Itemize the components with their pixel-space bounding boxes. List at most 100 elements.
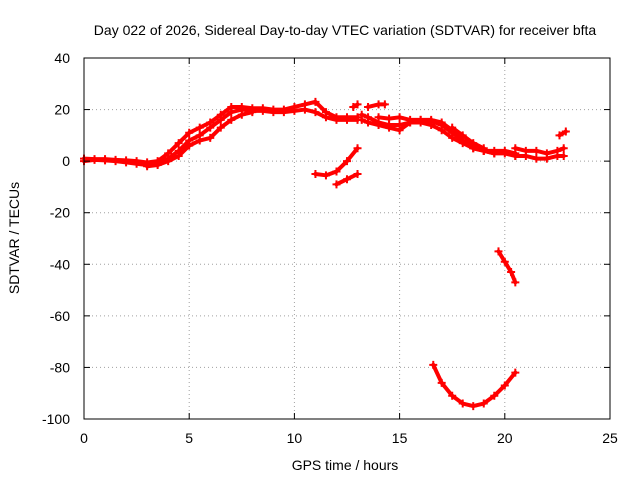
data-marks — [80, 97, 570, 411]
data-point — [448, 123, 457, 132]
series-negative-segment-1 — [494, 247, 520, 287]
data-point — [321, 108, 330, 117]
data-point — [332, 113, 341, 122]
y-tick-label: 0 — [62, 153, 70, 169]
data-point — [479, 144, 488, 153]
data-point — [429, 360, 438, 369]
x-tick-label: 5 — [185, 430, 193, 446]
series-main-band-b — [80, 97, 362, 167]
data-point — [216, 110, 225, 119]
data-point — [374, 113, 383, 122]
data-point — [258, 104, 267, 113]
data-point — [406, 115, 415, 124]
data-point — [227, 115, 236, 124]
series-dip-segment-1 — [311, 144, 362, 180]
data-point — [395, 113, 404, 122]
data-point — [437, 378, 446, 387]
data-point — [237, 102, 246, 111]
data-point — [164, 149, 173, 158]
data-point — [353, 170, 362, 179]
data-point — [511, 144, 520, 153]
data-point — [311, 108, 320, 117]
data-point — [185, 128, 194, 137]
data-point — [458, 399, 467, 408]
axis-ticks: 0 5 10 15 20 25 40 20 0 -20 -40 -60 -80 -100 — [42, 50, 618, 446]
series-late-segment-3 — [511, 151, 568, 163]
series-late-segment-4 — [555, 127, 570, 140]
data-point — [349, 102, 358, 111]
data-point — [416, 115, 425, 124]
data-point — [511, 368, 520, 377]
series-arc-segment-1 — [364, 100, 389, 111]
series-main-band-c — [143, 108, 257, 171]
y-tick-label: -100 — [42, 411, 70, 427]
data-point — [559, 144, 568, 153]
data-point — [385, 123, 394, 132]
y-tick-label: 20 — [54, 102, 70, 118]
data-point — [269, 105, 278, 114]
data-point — [521, 151, 530, 160]
data-point — [511, 278, 520, 287]
data-point — [561, 127, 570, 136]
data-point — [216, 123, 225, 132]
data-point — [490, 149, 499, 158]
data-point — [237, 110, 246, 119]
data-point — [174, 139, 183, 148]
data-point — [448, 391, 457, 400]
data-point — [122, 156, 131, 165]
y-tick-label: -60 — [50, 308, 70, 324]
y-tick-label: -20 — [50, 205, 70, 221]
series-dip-segment-2 — [332, 170, 362, 189]
data-point — [479, 399, 488, 408]
data-point — [248, 108, 257, 117]
series-line — [450, 125, 486, 151]
data-point — [132, 157, 141, 166]
data-point — [437, 121, 446, 130]
x-tick-label: 15 — [392, 430, 408, 446]
data-point — [174, 151, 183, 160]
data-point — [494, 247, 503, 256]
data-point — [357, 115, 366, 124]
data-point — [500, 381, 509, 390]
y-axis-label: SDTVAR / TECUs — [6, 182, 22, 294]
data-point — [206, 118, 215, 127]
series-line — [496, 249, 518, 285]
grid-lines — [84, 58, 610, 419]
x-tick-label: 10 — [287, 430, 303, 446]
data-point — [290, 102, 299, 111]
data-point — [385, 114, 394, 123]
data-point — [206, 133, 215, 142]
data-point — [500, 146, 509, 155]
data-point — [511, 151, 520, 160]
data-point — [101, 155, 110, 164]
data-point — [469, 402, 478, 411]
data-point — [353, 100, 362, 109]
x-tick-label: 0 — [80, 430, 88, 446]
data-point — [111, 155, 120, 164]
data-point — [353, 113, 362, 122]
series-line — [376, 115, 497, 156]
data-point — [164, 157, 173, 166]
data-point — [343, 113, 351, 122]
data-point — [500, 257, 509, 266]
data-point — [364, 118, 373, 127]
data-point — [332, 180, 341, 189]
data-point — [311, 170, 320, 179]
data-point — [555, 131, 564, 140]
plot-frame — [83, 57, 611, 420]
data-point — [490, 391, 499, 400]
y-tick-label: -80 — [50, 359, 70, 375]
data-point — [507, 268, 516, 277]
chart-title: Day 022 of 2026, Sidereal Day-to-day VTE… — [94, 22, 597, 38]
data-point — [185, 141, 194, 150]
data-point — [458, 131, 467, 140]
x-tick-label: 20 — [497, 430, 513, 446]
data-point — [321, 171, 330, 180]
data-point — [395, 126, 404, 135]
data-point — [364, 102, 373, 111]
data-point — [279, 105, 288, 114]
y-tick-label: -40 — [50, 256, 70, 272]
data-point — [374, 121, 383, 130]
data-point — [227, 102, 236, 111]
data-point — [532, 146, 541, 155]
